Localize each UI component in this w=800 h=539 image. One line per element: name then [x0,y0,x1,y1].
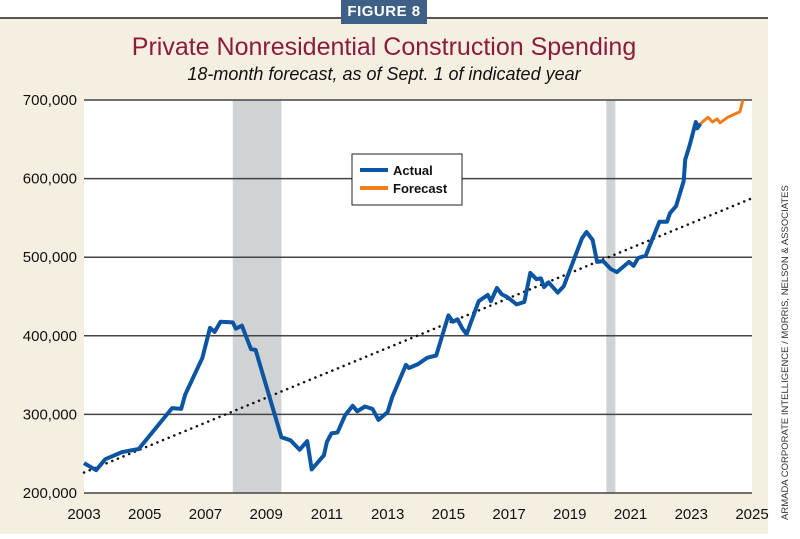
series-line-forecast [699,99,745,125]
legend-label-forecast: Forecast [393,181,448,196]
y-tick-label: 600,000 [23,171,77,188]
y-tick-label: 700,000 [23,92,77,109]
x-tick-label: 2013 [371,506,404,523]
x-tick-label: 2009 [249,506,282,523]
figure-badge: FIGURE 8 [341,0,427,24]
y-tick-label: 200,000 [23,485,77,502]
legend: Actual Forecast [351,153,463,206]
chart-subtitle: 18-month forecast, as of Sept. 1 of indi… [187,64,581,84]
trend-line [82,197,754,474]
recession-band [606,100,616,493]
recession-band [232,100,282,493]
x-tick-label: 2025 [735,506,768,523]
x-tick-label: 2011 [311,506,343,523]
x-tick-label: 2003 [67,506,100,523]
series-line-actual [82,120,703,473]
x-tick-label: 2019 [553,506,586,523]
x-tick-label: 2017 [492,506,525,523]
y-tick-label: 300,000 [23,406,77,423]
legend-box [351,153,463,206]
x-tick-label: 2007 [189,506,222,523]
x-tick-label: 2015 [432,506,465,523]
chart-title: Private Nonresidential Construction Spen… [131,33,637,61]
x-tick-label: 2005 [128,506,161,523]
x-tick-label: 2021 [614,506,647,523]
y-tick-label: 400,000 [23,328,77,345]
legend-label-actual: Actual [393,163,433,178]
y-tick-label: 500,000 [23,249,77,266]
x-tick-label: 2023 [675,506,708,523]
